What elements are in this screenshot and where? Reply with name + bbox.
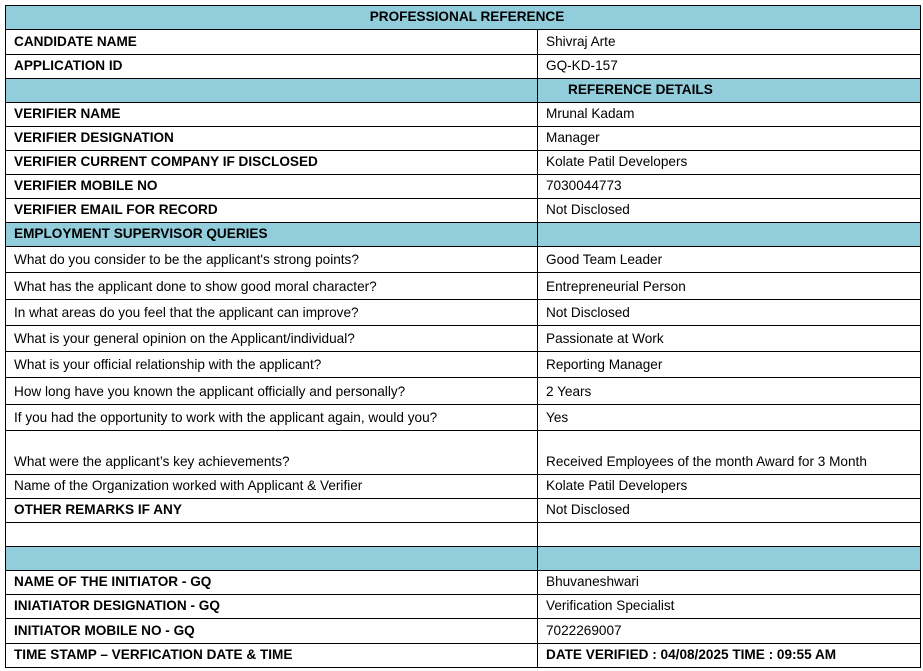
row-value: Manager: [537, 126, 921, 151]
table-row: NAME OF THE INITIATOR - GQ Bhuvaneshwari: [5, 570, 921, 595]
table-row: What is your official relationship with …: [5, 351, 921, 378]
row-label: [5, 522, 538, 547]
row-label: If you had the opportunity to work with …: [5, 404, 538, 431]
row-label: INIATIATOR DESIGNATION - GQ: [5, 594, 538, 619]
table-row: INIATIATOR DESIGNATION - GQ Verification …: [5, 594, 921, 619]
table-title: PROFESSIONAL REFERENCE: [5, 5, 921, 30]
row-value: Not Disclosed: [537, 299, 921, 326]
row-label: INITIATOR MOBILE NO - GQ: [5, 618, 538, 644]
table-row: If you had the opportunity to work with …: [5, 404, 921, 431]
row-label: What has the applicant done to show good…: [5, 272, 538, 300]
row-label: VERIFIER EMAIL FOR RECORD: [5, 198, 538, 223]
row-label: CANDIDATE NAME: [5, 29, 538, 55]
row-value: [537, 546, 921, 571]
row-value: Reporting Manager: [537, 351, 921, 378]
row-value: Not Disclosed: [537, 198, 921, 223]
row-value: Mrunal Kadam: [537, 102, 921, 127]
row-label: VERIFIER DESIGNATION: [5, 126, 538, 151]
table-row: TIME STAMP – VERFICATION DATE & TIME DATE…: [5, 643, 921, 668]
row-label: APPLICATION ID: [5, 54, 538, 79]
row-label: [5, 78, 538, 103]
table-row: What were the applicant’s key achievemen…: [5, 430, 921, 475]
table-row: What has the applicant done to show good…: [5, 272, 921, 300]
table-row: OTHER REMARKS IF ANY Not Disclosed: [5, 498, 921, 523]
row-value: Shivraj Arte: [537, 29, 921, 55]
row-label: TIME STAMP – VERFICATION DATE & TIME: [5, 643, 538, 668]
row-label: What is your official relationship with …: [5, 351, 538, 378]
row-value: Verification Specialist: [537, 594, 921, 619]
table-row: Name of the Organization worked with App…: [5, 474, 921, 499]
row-value: Entrepreneurial Person: [537, 272, 921, 300]
table-row: INITIATOR MOBILE NO - GQ 7022269007: [5, 618, 921, 644]
table-row: VERIFIER CURRENT COMPANY IF DISCLOSED Kol…: [5, 150, 921, 175]
row-label: VERIFIER CURRENT COMPANY IF DISCLOSED: [5, 150, 538, 175]
row-label: EMPLOYMENT SUPERVISOR QUERIES: [5, 222, 538, 247]
section-header-row: EMPLOYMENT SUPERVISOR QUERIES: [5, 222, 921, 247]
table-row: VERIFIER DESIGNATION Manager: [5, 126, 921, 151]
table-row: How long have you known the applicant of…: [5, 377, 921, 405]
table-row: VERIFIER EMAIL FOR RECORD Not Disclosed: [5, 198, 921, 223]
row-label: VERIFIER MOBILE NO: [5, 174, 538, 199]
blank-row: [5, 522, 921, 547]
row-value: REFERENCE DETAILS: [537, 78, 921, 103]
row-label: Name of the Organization worked with App…: [5, 474, 538, 499]
row-value: Kolate Patil Developers: [537, 474, 921, 499]
row-value: Yes: [537, 404, 921, 431]
row-value: DATE VERIFIED : 04/08/2025 TIME : 09:55 …: [537, 643, 921, 668]
row-value: 7030044773: [537, 174, 921, 199]
row-value: [537, 522, 921, 547]
row-label: How long have you known the applicant of…: [5, 377, 538, 405]
row-value: 7022269007: [537, 618, 921, 644]
section-header-row: REFERENCE DETAILS: [5, 78, 921, 103]
table-row: VERIFIER NAME Mrunal Kadam: [5, 102, 921, 127]
row-value: GQ-KD-157: [537, 54, 921, 79]
table-row: CANDIDATE NAME Shivraj Arte: [5, 29, 921, 55]
row-value: Good Team Leader: [537, 246, 921, 273]
table-row: APPLICATION ID GQ-KD-157: [5, 54, 921, 79]
row-label: In what areas do you feel that the appli…: [5, 299, 538, 326]
professional-reference-table: PROFESSIONAL REFERENCE CANDIDATE NAME Shi…: [5, 5, 921, 668]
row-label: NAME OF THE INITIATOR - GQ: [5, 570, 538, 595]
table-row: In what areas do you feel that the appli…: [5, 299, 921, 326]
row-value: Not Disclosed: [537, 498, 921, 523]
table-row: VERIFIER MOBILE NO 7030044773: [5, 174, 921, 199]
row-value: [537, 222, 921, 247]
row-value: Received Employees of the month Award fo…: [537, 430, 921, 475]
row-value: 2 Years: [537, 377, 921, 405]
section-header-row: [5, 546, 921, 571]
row-value: Kolate Patil Developers: [537, 150, 921, 175]
row-label: What do you consider to be the applicant…: [5, 246, 538, 273]
row-label: What is your general opinion on the Appl…: [5, 325, 538, 352]
table-row: What is your general opinion on the Appl…: [5, 325, 921, 352]
row-value: Passionate at Work: [537, 325, 921, 352]
table-row: What do you consider to be the applicant…: [5, 246, 921, 273]
row-value: Bhuvaneshwari: [537, 570, 921, 595]
row-label: OTHER REMARKS IF ANY: [5, 498, 538, 523]
row-label: VERIFIER NAME: [5, 102, 538, 127]
title-row: PROFESSIONAL REFERENCE: [5, 5, 921, 30]
row-label: What were the applicant’s key achievemen…: [5, 430, 538, 475]
row-label: [5, 546, 538, 571]
